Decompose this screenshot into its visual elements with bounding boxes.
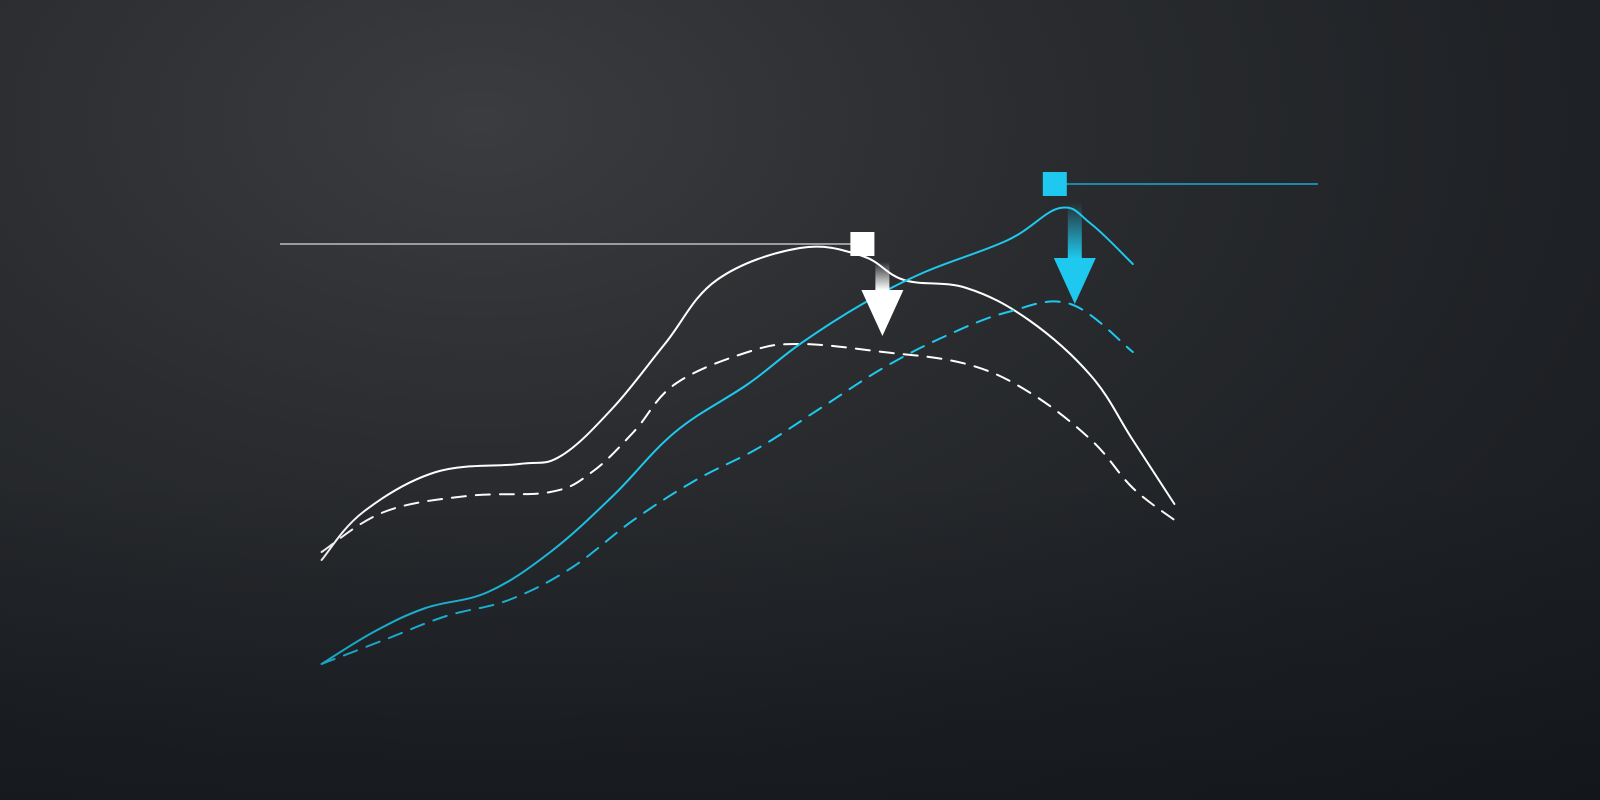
marker-1-down-arrow-icon (861, 290, 904, 336)
marker-2-square (1042, 172, 1067, 196)
series-line-4 (320, 300, 1134, 665)
marker-layer (850, 172, 1096, 336)
series-line-1 (320, 245, 1176, 561)
marker-2-arrow-shaft (1067, 202, 1082, 258)
frame-layer (279, 0, 1321, 790)
series-line-3 (320, 206, 1134, 665)
series-line-2 (320, 343, 1176, 553)
guide-layer (280, 183, 1318, 790)
series-layer (320, 206, 1176, 665)
marker-1-square (850, 232, 875, 256)
marker-1-arrow-shaft (875, 262, 890, 290)
marker-2-down-arrow-icon (1053, 258, 1096, 304)
